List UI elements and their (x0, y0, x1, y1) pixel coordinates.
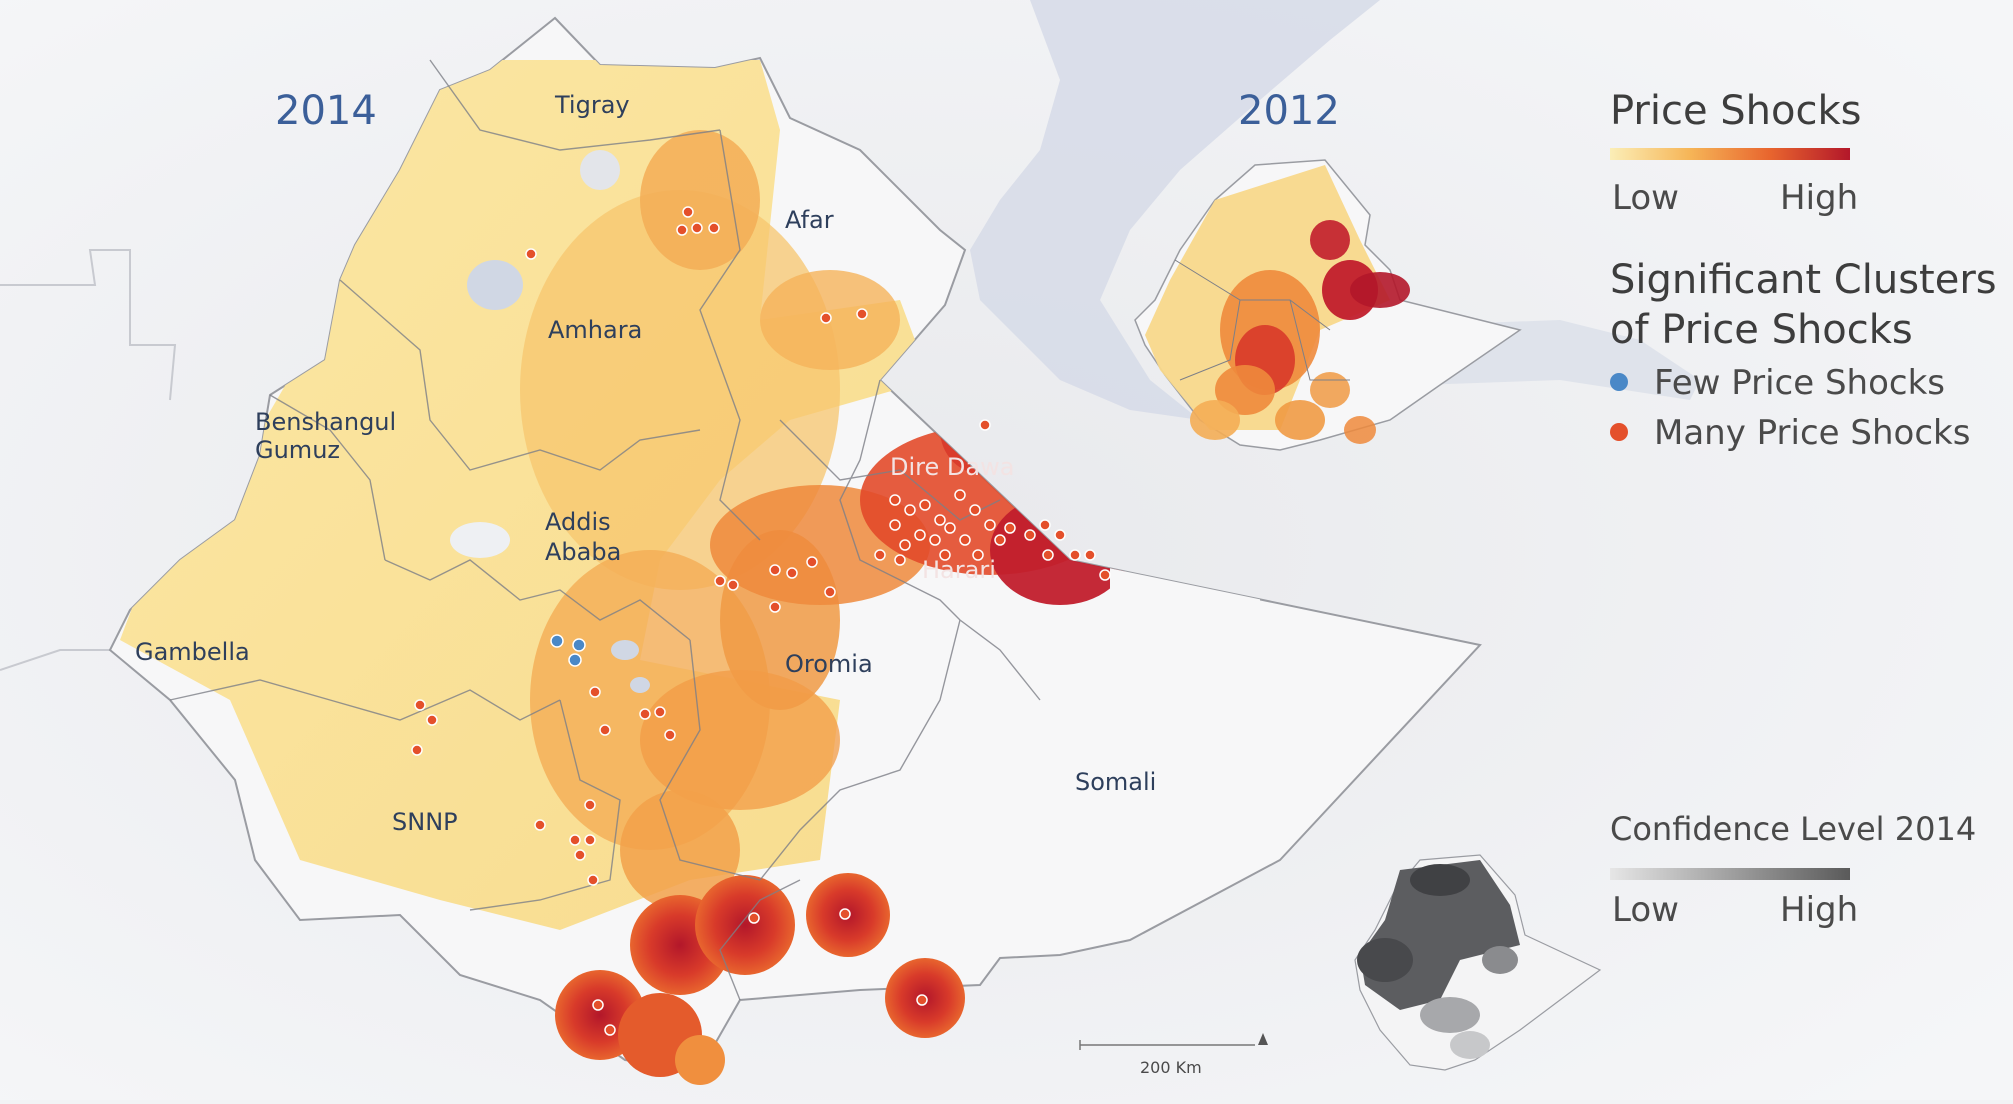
region-label-addis: Addis (545, 508, 611, 536)
region-label-benshangul: Benshangul (255, 408, 396, 436)
many-price-shocks-label: Many Price Shocks (1654, 413, 1971, 453)
region-label-harari: Harari (922, 556, 996, 584)
neighbor-border (0, 649, 110, 671)
confidence-high-label: High (1780, 890, 1859, 930)
region-label-gambella: Gambella (135, 638, 250, 666)
price-shocks-high-label: High (1780, 178, 1859, 218)
region-label-snnp: SNNP (392, 808, 458, 836)
legend-clusters: Significant Clusters of Price Shocks Few… (1610, 255, 2000, 455)
legend-confidence-title: Confidence Level 2014 (1610, 810, 1977, 848)
legend-clusters-title-2: of Price Shocks (1610, 307, 1913, 353)
region-label-oromia: Oromia (785, 650, 873, 678)
legend-confidence: Confidence Level 2014 Low High (1610, 810, 2000, 960)
legend-price-shocks: Price Shocks Low High (1610, 86, 2000, 226)
cluster-dots (411, 206, 1111, 1036)
gap (450, 522, 510, 558)
region-label-somali: Somali (1075, 768, 1156, 796)
region-label-afar: Afar (785, 206, 834, 234)
scale-bar: 200 Km (1079, 1033, 1268, 1077)
price-shocks-low-label: Low (1612, 178, 1679, 218)
scale-bar-label: 200 Km (1140, 1058, 1202, 1077)
region-label-dire-dawa: Dire Dawa (890, 453, 1014, 481)
inset-map-2012 (1134, 159, 1522, 451)
few-price-shocks-label: Few Price Shocks (1654, 363, 1946, 403)
legend-few-price-shocks: Few Price Shocks (1610, 363, 1945, 403)
hotspot-circles (555, 873, 965, 1085)
inset-map-year: 2012 (1238, 88, 1340, 134)
lake (580, 150, 620, 190)
confidence-color-ramp (1610, 868, 1850, 880)
lake (630, 677, 650, 693)
red-sea (970, 0, 1380, 420)
price-shock-surface (120, 60, 1260, 930)
region-label-gumuz: Gumuz (255, 436, 340, 464)
few-price-shocks-swatch (1610, 372, 1628, 391)
lake (611, 640, 639, 660)
region-label-ababa: Ababa (545, 538, 621, 566)
lake-tana (467, 260, 523, 310)
inset-map-confidence (1354, 854, 1602, 1071)
price-shocks-color-ramp (1610, 148, 1850, 160)
many-price-shocks-swatch (1610, 422, 1628, 441)
main-map-year: 2014 (275, 88, 377, 134)
region-label-tigray: Tigray (554, 91, 630, 119)
legend-price-shocks-title: Price Shocks (1610, 88, 1862, 134)
neighbor-border (0, 249, 177, 401)
legend-many-price-shocks: Many Price Shocks (1610, 413, 1970, 453)
confidence-low-label: Low (1612, 890, 1679, 930)
north-arrow-icon (1258, 1033, 1268, 1045)
region-label-amhara: Amhara (548, 316, 642, 344)
legend-clusters-title-1: Significant Clusters (1610, 257, 1997, 303)
